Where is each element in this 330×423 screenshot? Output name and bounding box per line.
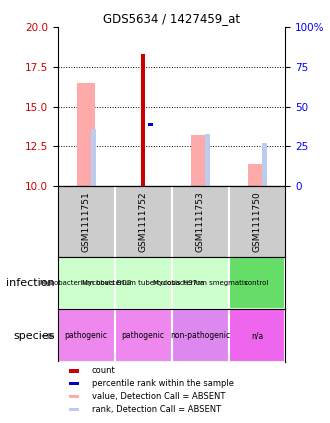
Text: GSM1111753: GSM1111753 xyxy=(196,191,205,252)
Text: value, Detection Call = ABSENT: value, Detection Call = ABSENT xyxy=(92,392,225,401)
Bar xyxy=(248,164,266,186)
Bar xyxy=(58,310,115,363)
Text: Mycobacterium bovis BCG: Mycobacterium bovis BCG xyxy=(41,280,132,286)
Text: infection: infection xyxy=(6,278,54,288)
Bar xyxy=(172,310,228,363)
Bar xyxy=(91,129,96,186)
Bar xyxy=(58,257,115,310)
Text: count: count xyxy=(92,366,116,375)
Bar xyxy=(69,382,79,385)
Text: GSM1111751: GSM1111751 xyxy=(82,191,91,252)
Text: n/a: n/a xyxy=(251,332,263,341)
Bar xyxy=(141,55,145,186)
Text: Mycobacterium smegmatis: Mycobacterium smegmatis xyxy=(153,280,247,286)
Text: control: control xyxy=(245,280,269,286)
Text: species: species xyxy=(13,331,54,341)
Bar xyxy=(262,143,267,186)
Text: Mycobacterium tuberculosis H37ra: Mycobacterium tuberculosis H37ra xyxy=(82,280,204,286)
Text: pathogenic: pathogenic xyxy=(122,332,165,341)
Bar xyxy=(115,257,172,310)
Bar xyxy=(148,123,153,126)
Bar xyxy=(77,83,95,186)
Text: percentile rank within the sample: percentile rank within the sample xyxy=(92,379,234,388)
Bar xyxy=(228,257,285,310)
Bar xyxy=(69,395,79,398)
Text: GSM1111750: GSM1111750 xyxy=(252,191,261,252)
Text: non-pathogenic: non-pathogenic xyxy=(170,332,230,341)
Bar xyxy=(191,135,209,186)
Text: rank, Detection Call = ABSENT: rank, Detection Call = ABSENT xyxy=(92,405,221,414)
Bar xyxy=(69,408,79,412)
Bar xyxy=(115,310,172,363)
Text: pathogenic: pathogenic xyxy=(65,332,108,341)
Bar xyxy=(205,134,210,186)
Bar xyxy=(172,257,228,310)
Text: GSM1111752: GSM1111752 xyxy=(139,191,148,252)
Bar xyxy=(228,310,285,363)
Bar xyxy=(69,369,79,373)
Title: GDS5634 / 1427459_at: GDS5634 / 1427459_at xyxy=(103,12,240,25)
